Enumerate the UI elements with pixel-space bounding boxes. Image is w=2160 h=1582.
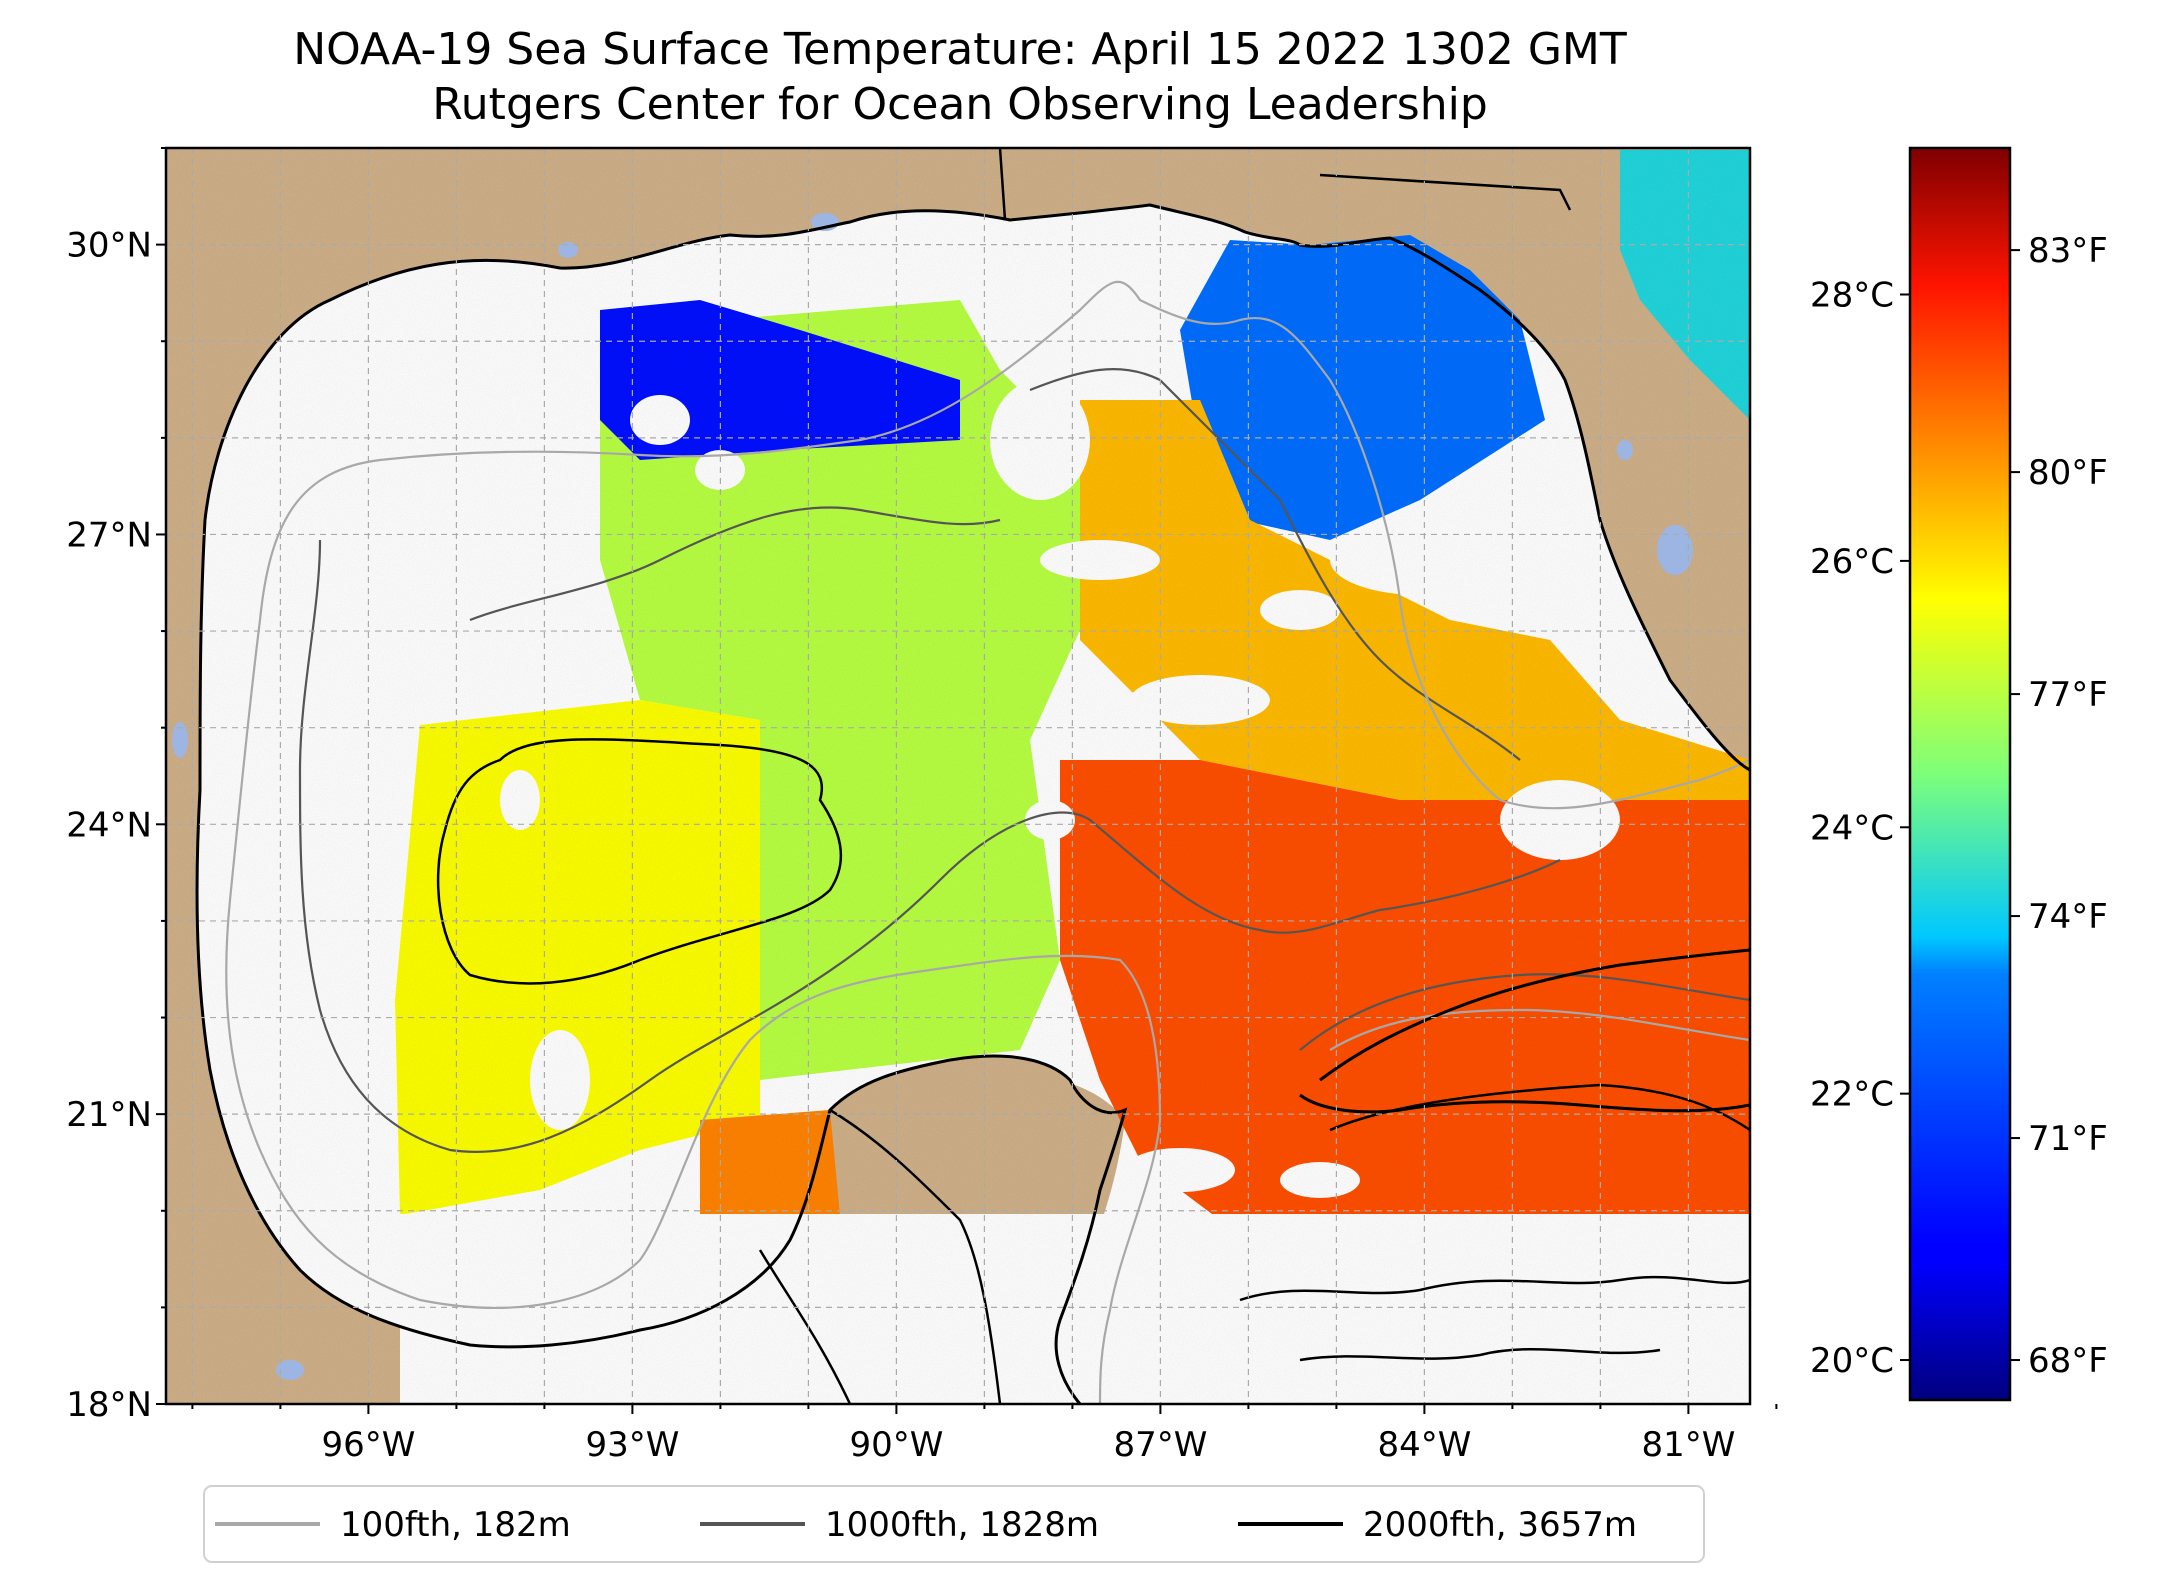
lon-label: 96°W [321,1425,415,1465]
colorbar-c-label: 24°C [1810,808,1894,848]
coastlines [195,148,1750,1404]
colorbar-c-label: 22°C [1810,1075,1894,1115]
legend-label-1000fth: 1000fth, 1828m [825,1505,1099,1545]
colorbar-c-label: 28°C [1810,276,1894,316]
lat-label: 21°N [66,1095,152,1135]
colorbar-frame [1908,146,2012,1402]
legend: 100fth, 182m 1000fth, 1828m 2000fth, 365… [203,1485,1705,1563]
colorbar-f-label: 77°F [2028,675,2108,715]
lon-label: 93°W [585,1425,679,1465]
lakes [172,213,1693,1380]
lat-label: 18°N [66,1385,152,1425]
map-frame [164,146,1752,1406]
legend-entry-100fth: 100fth, 182m [215,1505,571,1545]
legend-label-2000fth: 2000fth, 3657m [1363,1505,1637,1545]
longitude-labels: 96°W 93°W 90°W 87°W 84°W 81°W [321,1425,1735,1465]
colorbar-f-label: 83°F [2028,231,2108,271]
latitude-labels: 18°N 21°N 24°N 27°N 30°N [66,226,152,1425]
map-axis-ticks [156,147,1778,1414]
colorbar: 20°C 22°C 24°C 26°C 28°C 68°F 71°F 74°F 77°F 80°… [1810,146,2108,1402]
colorbar-f-label: 80°F [2028,453,2108,493]
legend-box [203,1485,1705,1563]
lon-label: 81°W [1641,1425,1735,1465]
legend-label-100fth: 100fth, 182m [340,1505,571,1545]
colorbar-f-label: 68°F [2028,1341,2108,1381]
lon-label: 87°W [1113,1425,1207,1465]
lat-label: 27°N [66,515,152,555]
sst-texture [166,148,1750,1404]
chart-subtitle: Rutgers Center for Ocean Observing Leade… [432,79,1488,130]
colorbar-fahrenheit-ticks: 68°F 71°F 74°F 77°F 80°F 83°F [2010,231,2108,1381]
colorbar-gradient [1910,148,2010,1400]
isobath-1000fth [298,368,1750,1154]
colorbar-celsius-ticks: 20°C 22°C 24°C 26°C 28°C [1810,276,1910,1381]
legend-entry-1000fth: 1000fth, 1828m [700,1505,1099,1545]
chart-title: NOAA-19 Sea Surface Temperature: April 1… [293,24,1627,75]
gridlines [166,148,1750,1404]
colorbar-c-label: 20°C [1810,1341,1894,1381]
map-area [166,148,1750,1404]
lon-label: 90°W [849,1425,943,1465]
colorbar-f-label: 71°F [2028,1119,2108,1159]
colorbar-f-label: 74°F [2028,897,2108,937]
lon-label: 84°W [1377,1425,1471,1465]
lat-label: 24°N [66,805,152,845]
lat-label: 30°N [66,226,152,266]
legend-entry-2000fth: 2000fth, 3657m [1238,1505,1637,1545]
colorbar-c-label: 26°C [1810,542,1894,582]
